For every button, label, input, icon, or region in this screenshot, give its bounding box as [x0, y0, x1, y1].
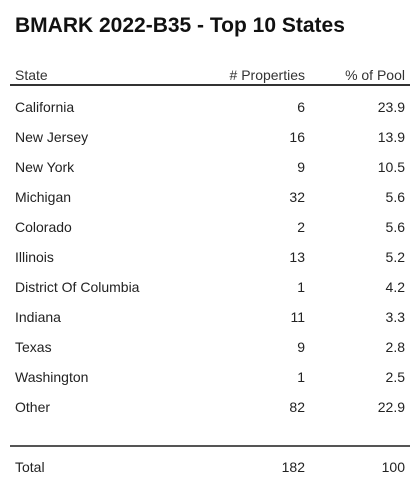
row-properties: 9 — [297, 159, 305, 175]
row-pool: 2.8 — [385, 339, 405, 355]
row-pool: 23.9 — [377, 99, 405, 115]
row-state: Texas — [15, 339, 52, 355]
row-pool: 10.5 — [377, 159, 405, 175]
row-state: Other — [15, 399, 51, 415]
table-row: Illinois 13 5.2 — [10, 236, 410, 266]
header-pool: % of Pool — [345, 67, 405, 83]
row-properties: 6 — [297, 99, 305, 115]
table-row: New York 9 10.5 — [10, 146, 410, 176]
table-row: District Of Columbia 1 4.2 — [10, 266, 410, 296]
row-pool: 5.6 — [385, 219, 405, 235]
total-pool: 100 — [381, 459, 405, 475]
row-pool: 5.2 — [385, 249, 405, 265]
row-properties: 1 — [297, 279, 305, 295]
row-state: New York — [15, 159, 75, 175]
row-pool: 5.6 — [385, 189, 405, 205]
row-state: Washington — [15, 369, 89, 385]
row-properties: 82 — [289, 399, 305, 415]
row-properties: 1 — [297, 369, 305, 385]
total-divider — [10, 445, 410, 447]
row-state: Colorado — [15, 219, 72, 235]
row-pool: 3.3 — [385, 309, 405, 325]
row-properties: 32 — [289, 189, 305, 205]
row-state: California — [15, 99, 75, 115]
row-pool: 4.2 — [385, 279, 405, 295]
row-state: New Jersey — [15, 129, 89, 145]
row-state: Illinois — [15, 249, 54, 265]
row-properties: 16 — [289, 129, 305, 145]
states-table: State # Properties % of Pool California 6… — [10, 64, 410, 416]
header-properties: # Properties — [229, 67, 305, 83]
row-state: Indiana — [15, 309, 61, 325]
table-header: State # Properties % of Pool — [10, 64, 410, 86]
total-row: Total 182 100 — [10, 455, 410, 477]
row-properties: 9 — [297, 339, 305, 355]
table-row: Texas 9 2.8 — [10, 326, 410, 356]
row-properties: 2 — [297, 219, 305, 235]
table-body: California 6 23.9 New Jersey 16 13.9 New York 9… — [10, 86, 410, 416]
table-row: Indiana 11 3.3 — [10, 296, 410, 326]
row-properties: 11 — [290, 309, 305, 325]
total-label: Total — [15, 459, 45, 475]
table-row: California 6 23.9 — [10, 86, 410, 116]
table-row: Washington 1 2.5 — [10, 356, 410, 386]
header-state: State — [15, 67, 48, 83]
page-title: BMARK 2022-B35 - Top 10 States — [15, 14, 345, 37]
row-state: Michigan — [15, 189, 72, 205]
table-row: Michigan 32 5.6 — [10, 176, 410, 206]
row-pool: 22.9 — [377, 399, 405, 415]
table-row: New Jersey 16 13.9 — [10, 116, 410, 146]
table-row: Other 82 22.9 — [10, 386, 410, 416]
row-state: District Of Columbia — [15, 279, 140, 295]
table-row: Colorado 2 5.6 — [10, 206, 410, 236]
row-properties: 13 — [289, 249, 305, 265]
row-pool: 2.5 — [385, 369, 405, 385]
row-pool: 13.9 — [377, 129, 405, 145]
total-properties: 182 — [281, 459, 305, 475]
